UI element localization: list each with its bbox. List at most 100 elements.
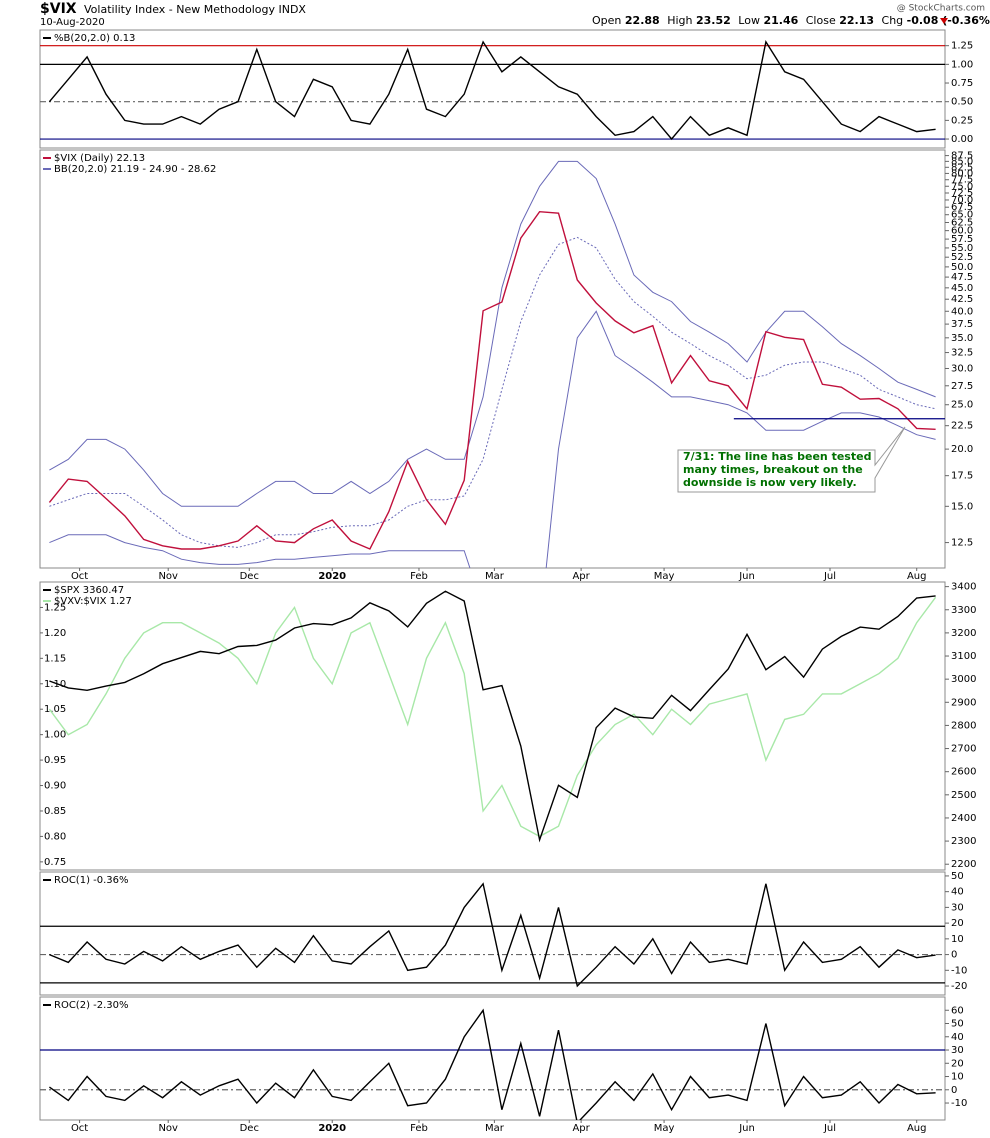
y-tick-label: 20 bbox=[951, 918, 964, 929]
y2-tick-label: 1.15 bbox=[44, 653, 66, 664]
y-tick-label: 2300 bbox=[951, 836, 976, 847]
y-tick-label: 50 bbox=[951, 871, 964, 882]
series-line bbox=[49, 882, 936, 988]
x-tick-label: 2020 bbox=[318, 1123, 346, 1134]
y2-tick-label: 0.95 bbox=[44, 755, 66, 766]
y-tick-label: 50 bbox=[951, 1019, 964, 1030]
y-tick-label: 32.5 bbox=[951, 348, 973, 359]
y-tick-label: 3400 bbox=[951, 582, 976, 593]
y-tick-label: 0 bbox=[951, 1085, 957, 1096]
series-line bbox=[48, 210, 936, 550]
y-tick-label: 2700 bbox=[951, 744, 976, 755]
x-tick-label: May bbox=[654, 571, 675, 582]
x-tick-label: Apr bbox=[572, 571, 590, 582]
y-tick-label: 77.5 bbox=[951, 175, 973, 186]
quote-value: 23.52 bbox=[696, 14, 731, 27]
series-line bbox=[48, 596, 937, 838]
annotation: 7/31: The line has been tested many time… bbox=[677, 426, 906, 493]
y-tick-label: 20.0 bbox=[951, 444, 973, 455]
y-tick-label: 2800 bbox=[951, 720, 976, 731]
quote-value: 21.46 bbox=[763, 14, 798, 27]
band-upper bbox=[49, 160, 936, 507]
y-tick-label: 60 bbox=[951, 1005, 964, 1016]
x-tick-label: Dec bbox=[240, 1123, 259, 1134]
y-tick-label: 0 bbox=[951, 950, 957, 961]
legend-label: BB(20,2.0) 21.19 - 24.90 - 28.62 bbox=[54, 164, 216, 175]
quote-value: 22.13 bbox=[839, 14, 874, 27]
y2-tick-label: 0.75 bbox=[44, 857, 66, 868]
y-tick-label: 20 bbox=[951, 1058, 964, 1069]
x-tick-label: May bbox=[654, 1123, 675, 1134]
y-tick-label: 40 bbox=[951, 887, 964, 898]
y-tick-label: 65.0 bbox=[951, 210, 973, 221]
quote-label: Low bbox=[738, 14, 760, 27]
x-tick-label: Feb bbox=[410, 571, 428, 582]
y-tick-label: 57.5 bbox=[951, 234, 973, 245]
y-tick-label: 3100 bbox=[951, 651, 976, 662]
x-tick-label: Aug bbox=[907, 1123, 927, 1134]
y-tick-label: 30.0 bbox=[951, 363, 973, 374]
y2-tick-label: 1.20 bbox=[44, 628, 66, 639]
source: @ StockCharts.com bbox=[897, 4, 985, 14]
y-tick-label: 10 bbox=[951, 934, 964, 945]
series-line bbox=[49, 590, 936, 843]
panel-frame bbox=[39, 149, 946, 569]
chart-date: 10-Aug-2020 bbox=[40, 17, 105, 28]
y-tick-label: 10 bbox=[951, 1072, 964, 1083]
y-tick-label: 70.0 bbox=[951, 195, 973, 206]
y2-tick-label: 1.05 bbox=[44, 704, 66, 715]
y-tick-label: 1.25 bbox=[951, 41, 973, 52]
y-tick-label: 15.0 bbox=[951, 501, 973, 512]
symbol: $VIX bbox=[40, 1, 77, 17]
x-tick-label: Apr bbox=[572, 1123, 590, 1134]
y-tick-label: 87.5 bbox=[951, 151, 973, 162]
y-tick-label: 30 bbox=[951, 902, 964, 913]
quote-value: 22.88 bbox=[625, 14, 660, 27]
quote-label: Open bbox=[592, 14, 621, 27]
x-tick-label: Nov bbox=[158, 571, 178, 582]
x-tick-label: Dec bbox=[240, 571, 259, 582]
legend-label: ROC(2) -2.30% bbox=[54, 1000, 129, 1011]
x-tick-label: Jun bbox=[738, 1123, 755, 1134]
y-tick-label: 40.0 bbox=[951, 306, 973, 317]
x-tick-label: Aug bbox=[907, 571, 927, 582]
panel-frame bbox=[39, 996, 946, 1121]
y-tick-label: 0.50 bbox=[951, 97, 973, 108]
y2-tick-label: 0.85 bbox=[44, 806, 66, 817]
quote-label: Close bbox=[806, 14, 836, 27]
y-tick-label: 0.25 bbox=[951, 115, 973, 126]
legend-label: %B(20,2.0) 0.13 bbox=[54, 33, 135, 44]
quote-label: High bbox=[667, 14, 692, 27]
y-tick-label: 3200 bbox=[951, 628, 976, 639]
y-tick-label: 82.5 bbox=[951, 162, 973, 173]
callout-box bbox=[677, 426, 906, 493]
legend-label: $VIX (Daily) 22.13 bbox=[54, 153, 145, 164]
series-line bbox=[48, 40, 936, 141]
y2-tick-label: 1.10 bbox=[44, 679, 66, 690]
legend-label: ROC(1) -0.36% bbox=[54, 875, 129, 886]
x-tick-label: Jun bbox=[738, 571, 755, 582]
x-tick-label: Jul bbox=[823, 571, 836, 582]
quote: Open 22.88 High 23.52 Low 21.46 Close 22… bbox=[592, 14, 990, 27]
panel-frame bbox=[39, 29, 946, 149]
x-tick-label: 2020 bbox=[318, 571, 346, 582]
y-tick-label: 2600 bbox=[951, 767, 976, 778]
y-tick-label: 60.0 bbox=[951, 226, 973, 237]
y-tick-label: 50.0 bbox=[951, 262, 973, 273]
x-tick-label: Oct bbox=[71, 571, 88, 582]
y-tick-label: 37.5 bbox=[951, 319, 973, 330]
x-tick-label: Mar bbox=[485, 571, 505, 582]
x-tick-label: Mar bbox=[485, 1123, 505, 1134]
band-middle bbox=[49, 236, 936, 548]
y-tick-label: -10 bbox=[951, 965, 967, 976]
y2-tick-label: 0.90 bbox=[44, 781, 66, 792]
y-tick-label: 55.0 bbox=[951, 243, 973, 254]
y-tick-label: 47.5 bbox=[951, 272, 973, 283]
y-tick-label: 2900 bbox=[951, 697, 976, 708]
y2-tick-label: 0.80 bbox=[44, 831, 66, 842]
y-tick-label: 2500 bbox=[951, 790, 976, 801]
x-tick-label: Nov bbox=[158, 1123, 178, 1134]
panel-frame bbox=[39, 871, 946, 996]
y2-tick-label: 1.25 bbox=[44, 602, 66, 613]
